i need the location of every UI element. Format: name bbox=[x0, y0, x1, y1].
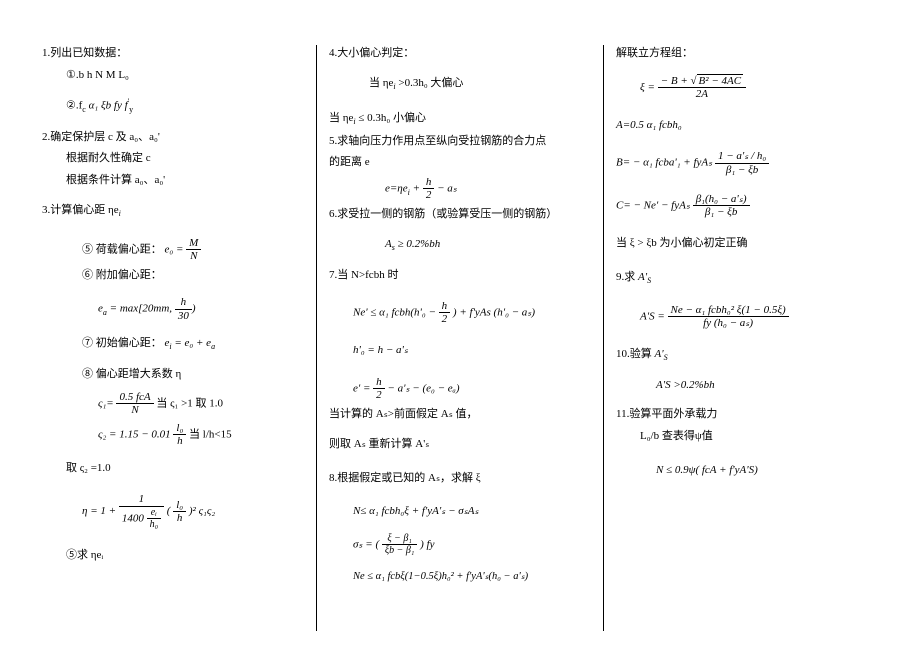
c2-small-ecc: 当 ηei ≤ 0.3h₀ 小偏心 bbox=[329, 110, 591, 129]
column-2: 4.大小偏心判定： 当 ηei >0.3h₀ 大偏心 当 ηei ≤ 0.3h₀… bbox=[317, 45, 604, 631]
c2-s6: 6.求受拉一侧的钢筋（或验算受压一侧的钢筋） bbox=[329, 206, 591, 224]
c2-when: 当计算的 Aₛ>前面假定 Aₛ 值， bbox=[329, 406, 591, 424]
c1-s2-heading: 2.确定保护层 c 及 a₀、a₀' bbox=[42, 129, 304, 147]
c2-eq-ep: e' = h2 − a'ₛ − (e₀ − eₐ) bbox=[329, 376, 591, 402]
c3-s10: 10.验算 A'S bbox=[616, 346, 878, 365]
c3-eq-xi: ξ = − B + √B² − 4AC 2A bbox=[616, 75, 878, 101]
c2-eq-h0p: h'₀ = h − a'ₛ bbox=[329, 342, 591, 360]
c1-eq-ea: ea = max[20mm, h30) bbox=[42, 296, 304, 322]
c1-s2a: 根据耐久性确定 c bbox=[42, 150, 304, 168]
column-1: 1.列出已知数据： ①.b h N M L₀ ②.fc α₁ ξb fy f'y… bbox=[30, 45, 317, 631]
c2-as-min: As ≥ 0.2%bh bbox=[329, 236, 591, 255]
c2-s8: 8.根据假定或已知的 Aₛ，求解 ξ bbox=[329, 470, 591, 488]
c3-eqA: A=0.5 α₁ fcbh₀ bbox=[616, 117, 878, 135]
c3-condition: 当 ξ > ξb 为小偏心初定正确 bbox=[616, 235, 878, 253]
c1-eq-z1: ς₁= 0.5 fcAN 当 ς₁ >1 取 1.0 bbox=[42, 391, 304, 417]
c3-s11b: L₀/b 查表得ψ值 bbox=[616, 428, 878, 446]
c2-then: 则取 Aₛ 重新计算 A'ₛ bbox=[329, 436, 591, 454]
c2-eq-ne: Ne' ≤ α₁ fcbh(h'₀ − h2 ) + f'yAs (h'₀ − … bbox=[329, 300, 591, 326]
c1-s7: ⑦ 初始偏心距： ei = e₀ + ea bbox=[42, 335, 304, 354]
c3-asmin: A'S >0.2%bh bbox=[616, 377, 878, 395]
c1-s2b: 根据条件计算 a₀、a₀' bbox=[42, 172, 304, 190]
c1-s6: ⑥ 附加偏心距： bbox=[42, 267, 304, 285]
c2-eq-e: e=ηei + h2 − aₛ bbox=[329, 176, 591, 202]
c2-s5b: 的距离 e bbox=[329, 154, 591, 172]
document-page: 1.列出已知数据： ①.b h N M L₀ ②.fc α₁ ξb fy f'y… bbox=[0, 0, 920, 651]
c2-eq-N: N≤ α₁ fcbh₀ξ + f'yA'ₛ − σₛAₛ bbox=[329, 503, 591, 521]
c3-eqC: C= − Ne' − fyAₛ β₁(h₀ − a'ₛ)β₁ − ξb bbox=[616, 193, 878, 219]
c1-eq-e0: ⑤ 荷载偏心距： e₀ = MN bbox=[42, 237, 304, 263]
c1-z2-1: 取 ς₂ =1.0 bbox=[42, 460, 304, 478]
c1-eq-eta: η = 1 + 1 1400 eᵢh₀ ( l₀h )² ς₁ς₂ bbox=[42, 493, 304, 530]
c3-s9: 9.求 A'S bbox=[616, 269, 878, 288]
c1-s3-heading: 3.计算偏心距 ηei bbox=[42, 202, 304, 221]
c2-big-ecc: 当 ηei >0.3h₀ 大偏心 bbox=[329, 75, 591, 94]
c3-eqB: B= − α₁ fcba'₁ + fyAₛ 1 − a'ₛ / h₀β₁ − ξ… bbox=[616, 150, 878, 176]
c3-heading: 解联立方程组： bbox=[616, 45, 878, 63]
c2-eq-sigmas: σₛ = ( ξ − β₁ξb − β₁ ) fy bbox=[329, 533, 591, 557]
c2-s4: 4.大小偏心判定： bbox=[329, 45, 591, 63]
c1-eq-z2: ς₂ = 1.15 − 0.01 l₀h 当 l/h<15 bbox=[42, 422, 304, 448]
c3-eq-As: A'S = Ne − α₁ fcbh₀² ξ(1 − 0.5ξ)fy (h₀ −… bbox=[616, 304, 878, 330]
c2-s5a: 5.求轴向压力作用点至纵向受拉钢筋的合力点 bbox=[329, 133, 591, 151]
c1-item2: ②.fc α₁ ξb fy f'y bbox=[42, 96, 304, 117]
c1-s8: ⑧ 偏心距增大系数 η bbox=[42, 366, 304, 384]
c3-s11: 11.验算平面外承载力 bbox=[616, 406, 878, 424]
c3-eq-N: N ≤ 0.9ψ( fcA + f'yA'S) bbox=[616, 462, 878, 480]
column-3: 解联立方程组： ξ = − B + √B² − 4AC 2A A=0.5 α₁ … bbox=[604, 45, 890, 631]
c1-s5b: ⑤求 ηeᵢ bbox=[42, 547, 304, 565]
c2-eq-Ne2: Ne ≤ α₁ fcbξ(1−0.5ξ)h₀² + f'yA'ₛ(h₀ − a'… bbox=[329, 569, 591, 586]
c1-item1: ①.b h N M L₀ bbox=[42, 67, 304, 85]
c1-known-data-heading: 1.列出已知数据： bbox=[42, 45, 304, 63]
c2-s7: 7.当 N>fcbh 时 bbox=[329, 267, 591, 285]
